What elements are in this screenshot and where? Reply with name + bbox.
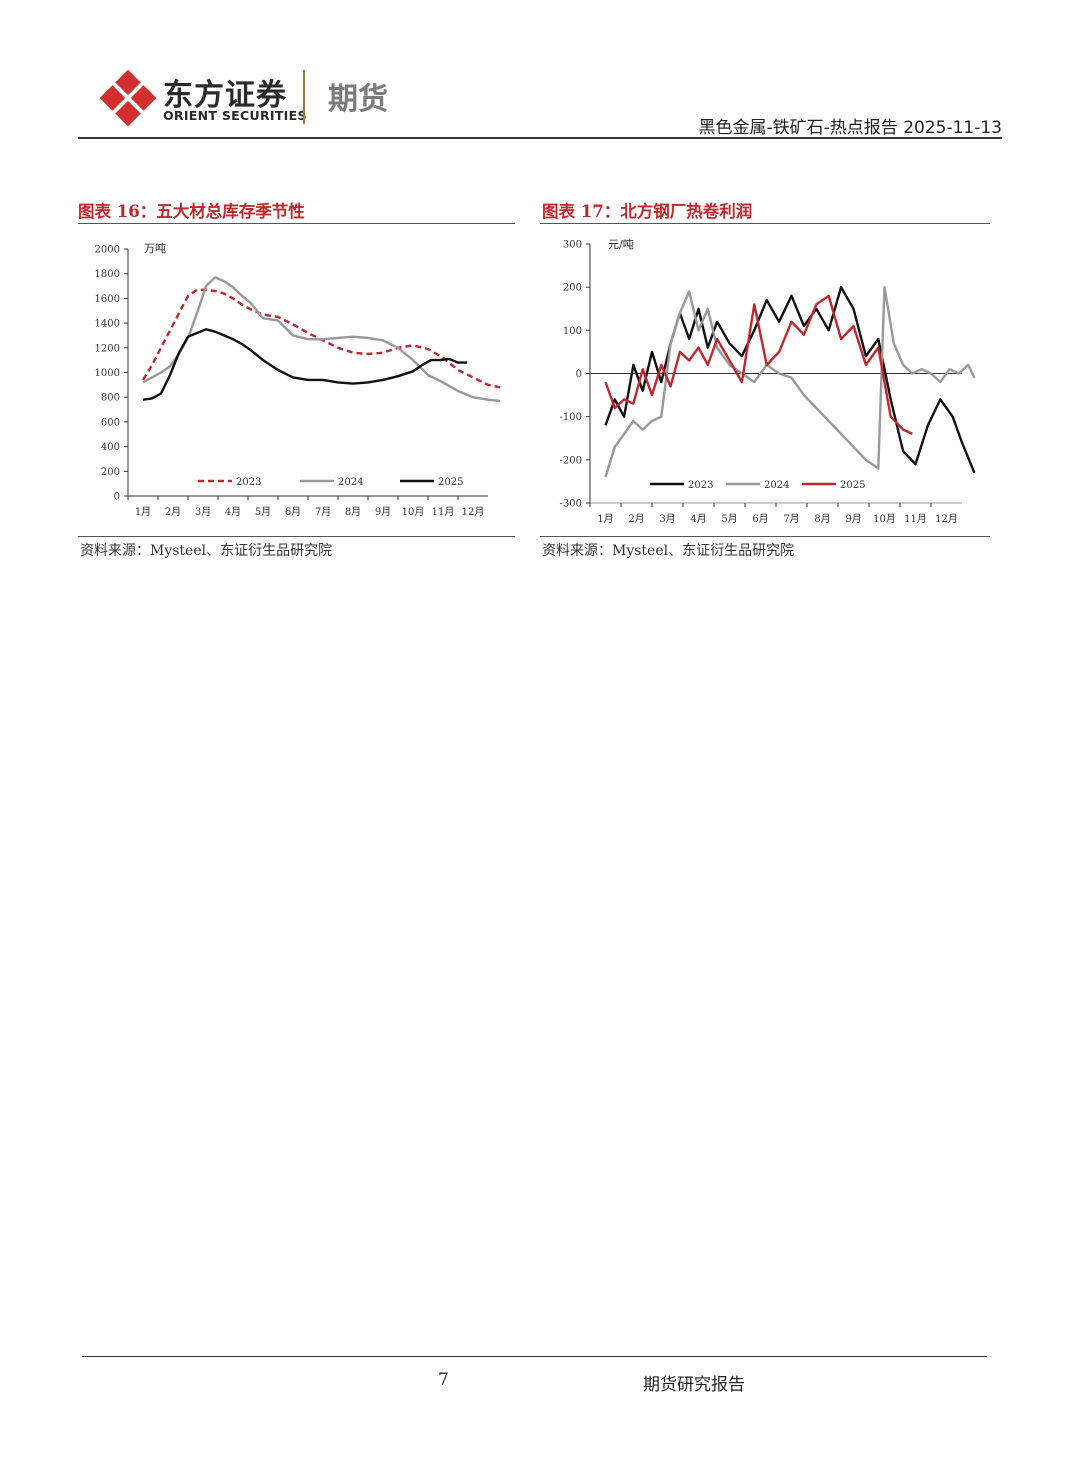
figure-17-source: 资料来源：Mysteel、东证衍生品研究院 xyxy=(542,543,795,559)
y-tick-label: 600 xyxy=(101,417,120,428)
x-tick-label: 8月 xyxy=(814,513,830,525)
y-tick-label: 2000 xyxy=(95,245,120,256)
y-tick-label: -100 xyxy=(560,412,582,423)
y-tick-label: 300 xyxy=(563,240,582,251)
y-tick-label: 1600 xyxy=(95,294,120,305)
legend-label-2025: 2025 xyxy=(840,480,865,491)
x-tick-label: 10月 xyxy=(402,506,425,518)
series-line-2025 xyxy=(142,328,467,401)
brand-name-en: ORIENT SECURITIES xyxy=(163,108,307,123)
series-line-2024 xyxy=(142,276,501,403)
y-tick-label: 1400 xyxy=(95,319,120,330)
y-tick-label: 200 xyxy=(563,283,582,294)
brand-division: 期货 xyxy=(328,82,388,117)
series-line-2024 xyxy=(604,286,976,478)
series-line-2023 xyxy=(604,286,976,474)
figure-16-top-rule xyxy=(78,223,515,224)
legend-label-2023: 2023 xyxy=(236,477,261,488)
figure-17-top-rule xyxy=(540,223,990,224)
series-line-2025 xyxy=(604,294,913,435)
y-tick-label: 0 xyxy=(576,369,582,380)
x-tick-label: 1月 xyxy=(135,506,151,518)
x-tick-label: 12月 xyxy=(462,506,485,518)
x-tick-label: 3月 xyxy=(195,506,211,518)
series-line-2023 xyxy=(141,288,501,389)
x-tick-label: 5月 xyxy=(255,506,271,518)
y-tick-label: 400 xyxy=(101,442,120,453)
unit-label: 元/吨 xyxy=(608,238,634,251)
figure-17-title: 图表 17：北方钢厂热卷利润 xyxy=(542,202,753,221)
x-tick-label: 11月 xyxy=(432,506,455,518)
unit-label: 万吨 xyxy=(144,242,166,255)
orient-securities-logo xyxy=(99,69,157,127)
x-tick-label: 10月 xyxy=(873,513,896,525)
page-number: 7 xyxy=(438,1370,449,1390)
report-title: 黑色金属-铁矿石-热点报告 2025-11-13 xyxy=(698,118,1002,138)
brand-divider xyxy=(303,70,305,124)
hot-coil-profit-chart: -300 -200 -100 0 100 200 300 1月 2月 3月 4月 5月 6月 7月 8月 9月… xyxy=(560,238,976,525)
x-tick-label: 7月 xyxy=(783,513,799,525)
x-tick-label: 7月 xyxy=(315,506,331,518)
brand-name-cn: 东方证券 xyxy=(163,78,287,113)
x-tick-label: 12月 xyxy=(935,513,958,525)
x-tick-label: 3月 xyxy=(659,513,675,525)
x-tick-label: 9月 xyxy=(845,513,861,525)
figure-16-source: 资料来源：Mysteel、东证衍生品研究院 xyxy=(80,543,333,559)
footer-label: 期货研究报告 xyxy=(643,1375,745,1395)
footer-rule xyxy=(82,1356,987,1357)
x-tick-label: 2月 xyxy=(165,506,181,518)
y-tick-label: -200 xyxy=(560,455,582,466)
x-tick-label: 2月 xyxy=(628,513,644,525)
legend-label-2023: 2023 xyxy=(688,480,713,491)
x-tick-label: 11月 xyxy=(904,513,927,525)
figure-16-bottom-rule xyxy=(78,536,515,537)
figure-17-bottom-rule xyxy=(540,536,990,537)
y-tick-label: 1000 xyxy=(95,368,120,379)
legend-label-2025: 2025 xyxy=(438,477,463,488)
x-tick-label: 8月 xyxy=(345,506,361,518)
x-tick-label: 4月 xyxy=(225,506,241,518)
inventory-seasonality-chart: 0 200 400 600 800 1000 1200 1400 1600 1800 2000 1月 2… xyxy=(95,242,501,518)
x-tick-label: 9月 xyxy=(375,506,391,518)
y-tick-label: 0 xyxy=(114,492,120,503)
x-tick-label: 6月 xyxy=(285,506,301,518)
x-tick-label: 1月 xyxy=(597,513,613,525)
y-tick-label: -300 xyxy=(560,499,582,510)
legend-label-2024: 2024 xyxy=(764,480,789,491)
x-tick-label: 4月 xyxy=(690,513,706,525)
y-tick-label: 100 xyxy=(563,326,582,337)
x-tick-label: 6月 xyxy=(752,513,768,525)
y-tick-label: 1200 xyxy=(95,343,120,354)
x-tick-label: 5月 xyxy=(721,513,737,525)
header-rule xyxy=(78,137,1002,139)
y-tick-label: 800 xyxy=(101,393,120,404)
legend-label-2024: 2024 xyxy=(338,477,363,488)
figure-16-title: 图表 16：五大材总库存季节性 xyxy=(78,202,305,221)
y-tick-label: 1800 xyxy=(95,269,120,280)
y-tick-label: 200 xyxy=(101,467,120,478)
